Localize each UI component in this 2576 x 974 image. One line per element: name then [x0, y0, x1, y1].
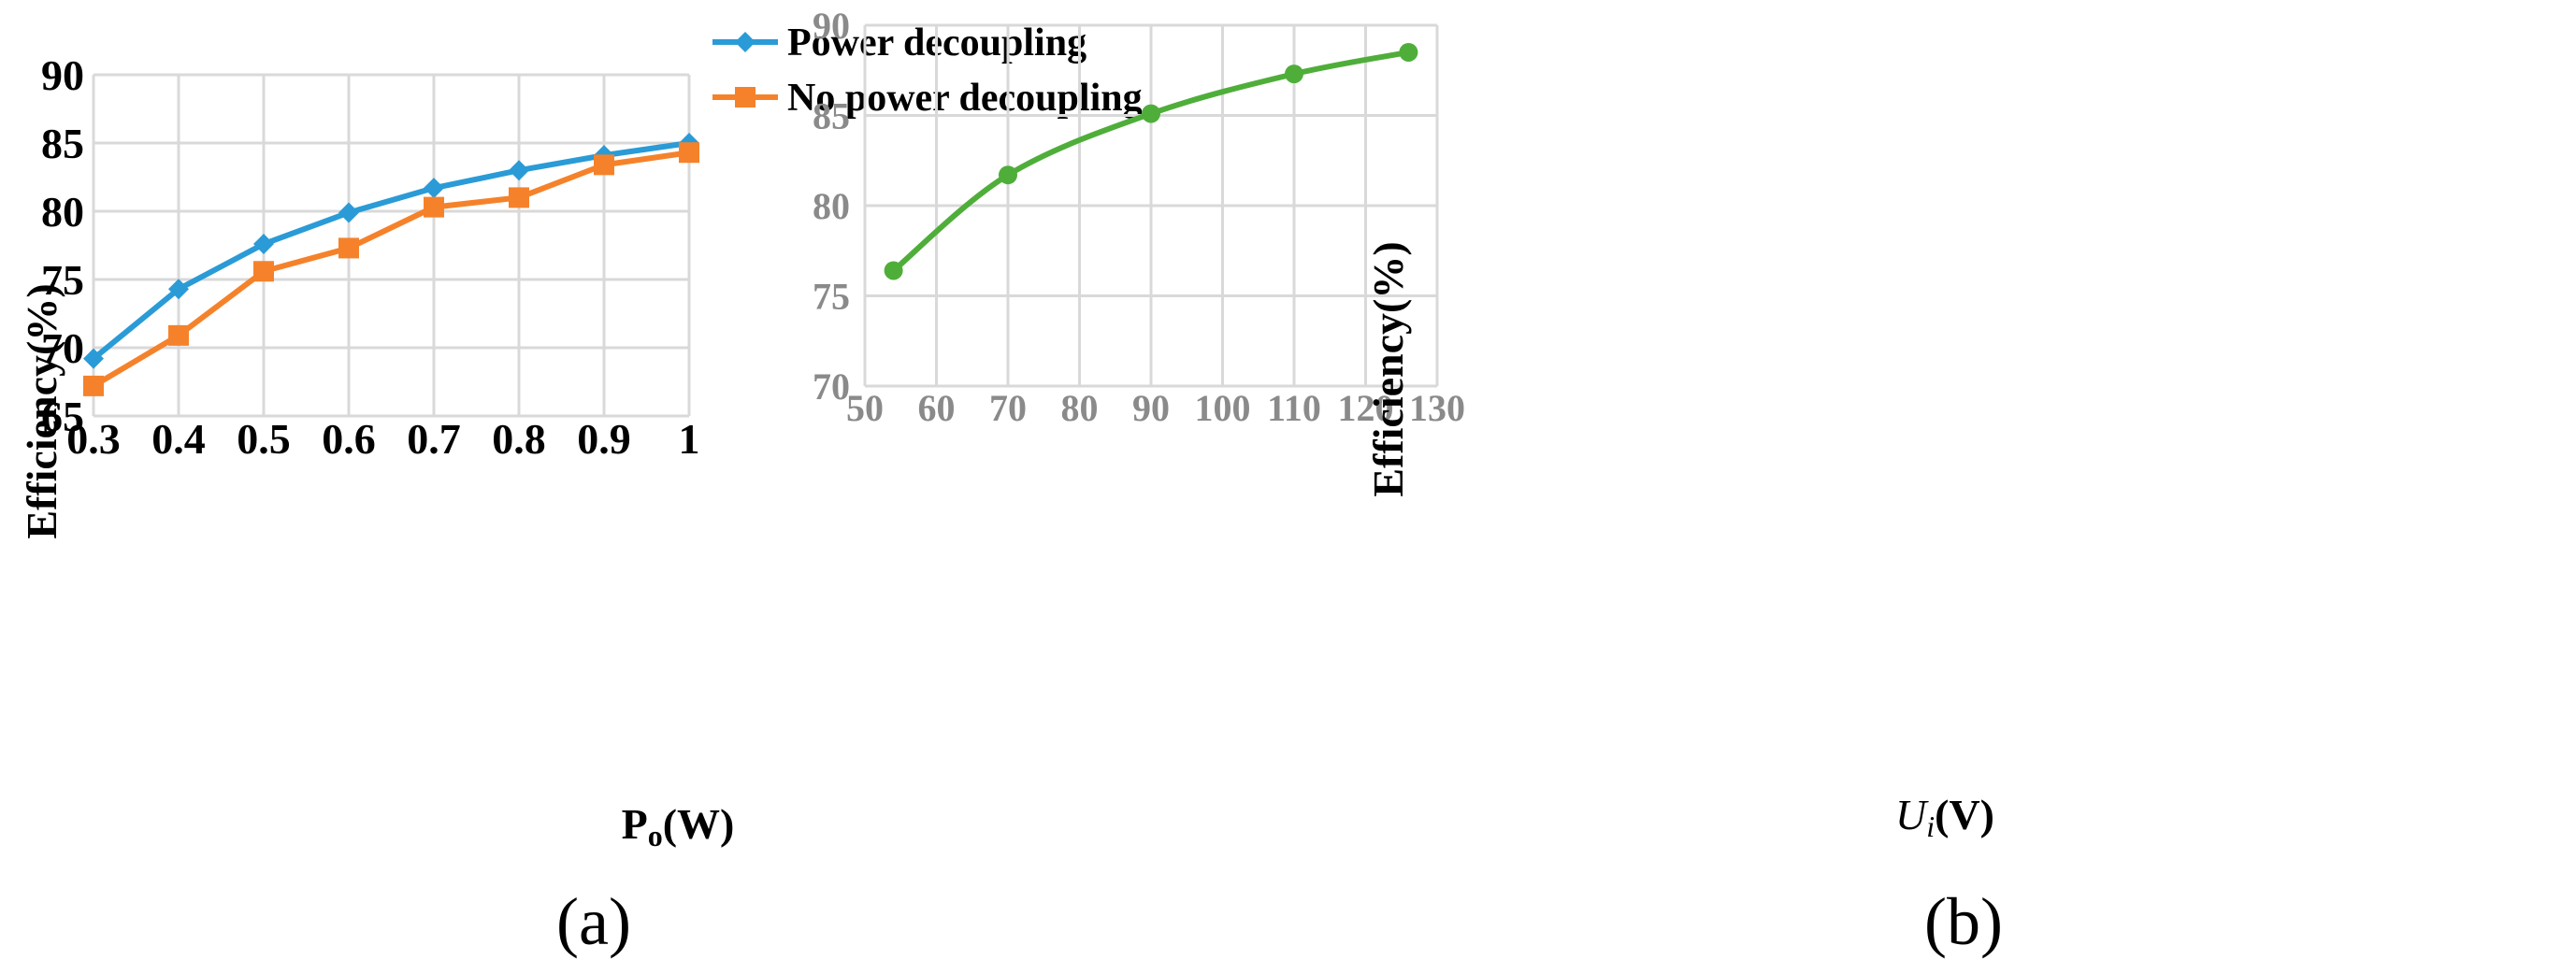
chart-b-x-tick-labels: 50 60 70 80 90 100 110 120 130 — [846, 387, 1465, 429]
chart-b-gridlines — [863, 23, 1439, 388]
chart-a-series — [83, 133, 699, 396]
data-point-efficiency — [999, 165, 1017, 185]
chart-a-x-tick-label: 0.6 — [322, 415, 376, 463]
chart-b: 70 75 80 85 90 50 60 70 80 90 100 110 120 130 Effici… — [813, 5, 2003, 959]
chart-a-x-tick-labels: 0.3 0.4 0.5 0.6 0.7 0.8 0.9 1 — [66, 415, 699, 463]
data-point-no-power-decoupling — [338, 237, 359, 259]
chart-a-x-tick-label: 0.5 — [237, 415, 291, 463]
chart-a-y-tick-label: 90 — [41, 51, 84, 99]
chart-a-x-tick-label: 0.9 — [577, 415, 631, 463]
chart-b-y-tick-labels: 70 75 80 85 90 — [813, 5, 850, 408]
data-point-no-power-decoupling — [594, 154, 614, 176]
data-point-power-decoupling — [509, 160, 529, 181]
chart-b-panel-label: (b) — [1924, 884, 2003, 959]
chart-b-y-axis-title: Efficiency(%) — [1364, 241, 1412, 496]
data-point-no-power-decoupling — [253, 261, 274, 282]
chart-b-x-axis-main: U — [1895, 791, 1929, 838]
legend-item-no-power-decoupling: No power decoupling — [712, 77, 1143, 120]
chart-b-x-axis-sub: i — [1926, 809, 1935, 843]
data-point-efficiency — [1285, 64, 1303, 84]
data-point-no-power-decoupling — [679, 142, 699, 164]
data-point-no-power-decoupling — [424, 196, 444, 218]
chart-a-x-axis-title: Po(W) — [622, 800, 735, 852]
chart-b-y-tick-label: 80 — [813, 185, 850, 227]
chart-a-y-tick-label: 65 — [41, 393, 84, 440]
chart-b-x-tick-label: 120 — [1338, 387, 1394, 429]
chart-b-y-tick-label: 85 — [813, 95, 850, 137]
chart-b-y-tick-label: 90 — [813, 5, 850, 47]
data-point-no-power-decoupling — [83, 375, 104, 396]
chart-a-x-axis-sub: o — [648, 819, 663, 852]
chart-b-x-tick-label: 70 — [989, 387, 1027, 429]
chart-b-x-tick-label: 130 — [1409, 387, 1465, 429]
chart-b-x-axis-unit: (V) — [1935, 791, 1994, 838]
chart-b-x-tick-label: 110 — [1267, 387, 1321, 429]
chart-a-x-tick-label: 0.4 — [151, 415, 206, 463]
legend-marker-diamond-icon — [735, 32, 756, 52]
chart-a: 65 70 75 80 85 90 0.3 0.4 0.5 0.6 0.7 0.8 0.9 1 Effi… — [18, 21, 1143, 959]
data-point-power-decoupling — [253, 234, 274, 255]
chart-a-x-tick-label: 1 — [679, 415, 700, 463]
chart-a-legend: Power decoupling No power decoupling — [712, 21, 1143, 120]
chart-a-y-tick-label: 70 — [41, 324, 84, 372]
chart-a-y-tick-label: 75 — [41, 256, 84, 304]
chart-a-x-tick-label: 0.7 — [407, 415, 461, 463]
chart-b-x-tick-label: 50 — [846, 387, 884, 429]
chart-a-y-tick-label: 85 — [41, 120, 84, 167]
series-line-power-decoupling — [92, 140, 690, 362]
chart-b-x-tick-label: 80 — [1061, 387, 1099, 429]
data-point-efficiency — [884, 261, 903, 280]
data-point-power-decoupling — [83, 348, 104, 369]
chart-b-y-tick-label: 75 — [813, 276, 850, 318]
chart-b-x-tick-label: 90 — [1132, 387, 1170, 429]
chart-a-x-tick-label: 0.8 — [492, 415, 546, 463]
chart-a-panel-label: (a) — [556, 884, 631, 959]
data-point-power-decoupling — [338, 202, 359, 223]
chart-a-y-axis-title: Efficiency(%) — [18, 283, 65, 538]
data-point-efficiency — [1142, 104, 1160, 123]
chart-a-gridlines — [92, 73, 691, 418]
chart-a-y-tick-labels: 65 70 75 80 85 90 — [41, 51, 84, 440]
chart-b-series — [884, 42, 1418, 280]
chart-a-x-tick-label: 0.3 — [66, 415, 121, 463]
legend-label-no-power-decoupling: No power decoupling — [787, 77, 1143, 120]
chart-b-x-axis-title: Ui(V) — [1895, 791, 1994, 843]
chart-a-x-axis-main: P — [622, 800, 648, 848]
chart-b-x-tick-label: 100 — [1195, 387, 1251, 429]
legend-marker-square-icon — [735, 87, 756, 107]
chart-b-y-tick-label: 70 — [813, 365, 850, 408]
chart-a-x-axis-unit: (W) — [663, 800, 735, 848]
data-point-efficiency — [1399, 42, 1418, 62]
data-point-power-decoupling — [168, 279, 189, 300]
legend-item-power-decoupling: Power decoupling — [712, 21, 1087, 64]
data-point-no-power-decoupling — [168, 324, 189, 346]
series-line-no-power-decoupling — [92, 150, 690, 389]
data-point-power-decoupling — [424, 178, 444, 199]
chart-a-y-tick-label: 80 — [41, 188, 84, 236]
data-point-no-power-decoupling — [509, 187, 529, 208]
chart-b-x-tick-label: 60 — [918, 387, 956, 429]
